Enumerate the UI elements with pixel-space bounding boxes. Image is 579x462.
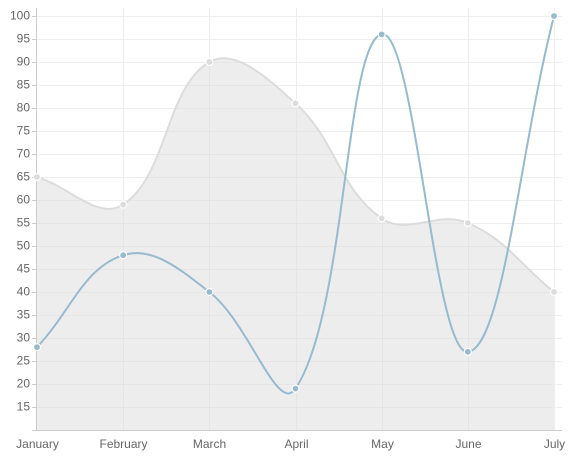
- series-area: [37, 58, 554, 430]
- point: [377, 214, 386, 223]
- x-tick-label: June: [455, 437, 481, 451]
- x-tick-label: July: [544, 437, 565, 451]
- point: [32, 343, 42, 352]
- y-tick-label: 95: [17, 32, 31, 46]
- point: [463, 218, 472, 228]
- point: [549, 287, 559, 297]
- x-tick-label: March: [193, 437, 226, 451]
- y-tick-label: 25: [17, 354, 31, 368]
- y-tick-label: 85: [17, 78, 31, 92]
- y-tick-label: 55: [17, 216, 31, 230]
- point: [291, 384, 300, 393]
- x-tick-label: April: [284, 437, 308, 451]
- x-tick-label: February: [99, 437, 147, 451]
- y-tick-label: 40: [17, 285, 31, 299]
- point: [119, 251, 128, 260]
- y-tick-label: 50: [17, 239, 31, 253]
- y-tick-label: 75: [17, 124, 31, 138]
- point: [463, 347, 472, 356]
- point: [205, 287, 214, 297]
- y-tick-label: 35: [17, 308, 31, 322]
- plot: [32, 11, 559, 430]
- point: [119, 200, 128, 209]
- y-tick-label: 65: [17, 170, 31, 184]
- y-tick-label: 80: [17, 101, 31, 115]
- y-tick-label: 90: [17, 55, 31, 69]
- point: [32, 172, 42, 182]
- point: [549, 11, 559, 21]
- y-tick-label: 30: [17, 331, 31, 345]
- y-tick-label: 60: [17, 193, 31, 207]
- y-tick-label: 100: [10, 9, 30, 23]
- y-tick-label: 20: [17, 377, 31, 391]
- x-tick-label: May: [371, 437, 394, 451]
- point: [291, 99, 300, 108]
- y-tick-label: 15: [17, 400, 31, 414]
- y-tick-label: 70: [17, 147, 31, 161]
- series-line: [36, 15, 555, 395]
- point: [205, 57, 214, 67]
- y-tick-label: 45: [17, 262, 31, 276]
- x-tick-label: January: [16, 437, 59, 451]
- point: [377, 30, 386, 39]
